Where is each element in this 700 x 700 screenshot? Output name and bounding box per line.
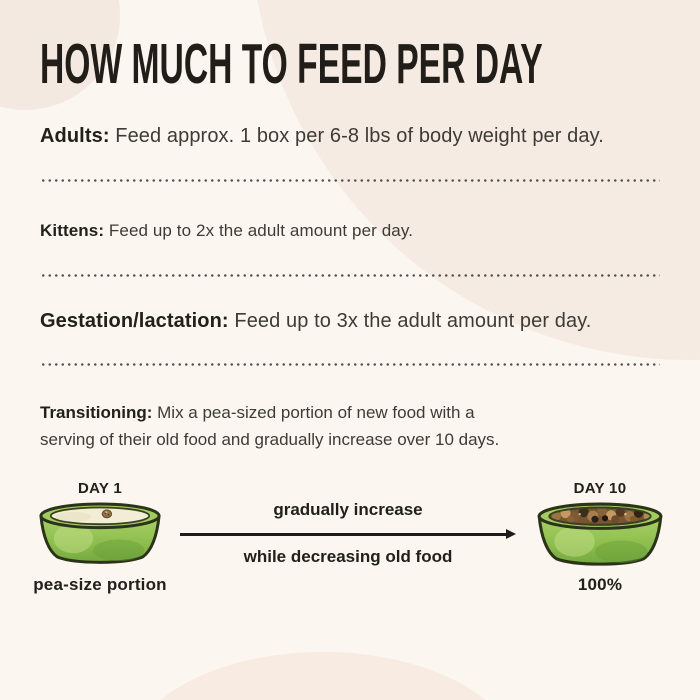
guideline-gestation-lactation: Gestation/lactation: Feed up to 3x the a…: [40, 310, 591, 333]
guideline-kittens: Kittens: Feed up to 2x the adult amount …: [40, 221, 413, 241]
guideline-adults-label: Adults:: [40, 125, 110, 147]
dotted-divider: [40, 363, 660, 366]
guideline-kittens-label: Kittens:: [40, 221, 105, 240]
food-bowl-pea-icon: [39, 502, 161, 564]
guideline-transitioning-line1: Mix a pea-sized portion of new food with…: [157, 403, 475, 422]
arrow-top-label: gradually increase: [273, 500, 423, 519]
guideline-transitioning: Transitioning: Mix a pea-sized portion o…: [40, 399, 600, 453]
day1-label: DAY 1: [77, 480, 123, 497]
guideline-gestation-text: Feed up to 3x the adult amount per day.: [234, 310, 592, 332]
guideline-gestation-label: Gestation/lactation:: [40, 310, 229, 332]
dotted-divider: [40, 179, 660, 182]
day10-caption: 100%: [577, 575, 623, 594]
dotted-divider: [40, 274, 660, 277]
guideline-transitioning-line2: serving of their old food and gradually …: [40, 430, 500, 449]
food-bowl-full-icon: [537, 502, 663, 566]
guideline-adults: Adults: Feed approx. 1 box per 6-8 lbs o…: [40, 125, 604, 148]
day1-caption: pea-size portion: [33, 575, 167, 594]
guideline-transitioning-label: Transitioning:: [40, 403, 153, 422]
arrow-right-icon: [180, 529, 516, 539]
background-blob-bottom: [128, 652, 518, 700]
day10-label: DAY 10: [573, 480, 627, 497]
arrow-bottom-label: while decreasing old food: [243, 547, 453, 566]
page-title: HOW MUCH TO FEED PER DAY: [40, 32, 543, 96]
guideline-adults-text: Feed approx. 1 box per 6-8 lbs of body w…: [115, 125, 604, 147]
guideline-kittens-text: Feed up to 2x the adult amount per day.: [108, 221, 414, 240]
